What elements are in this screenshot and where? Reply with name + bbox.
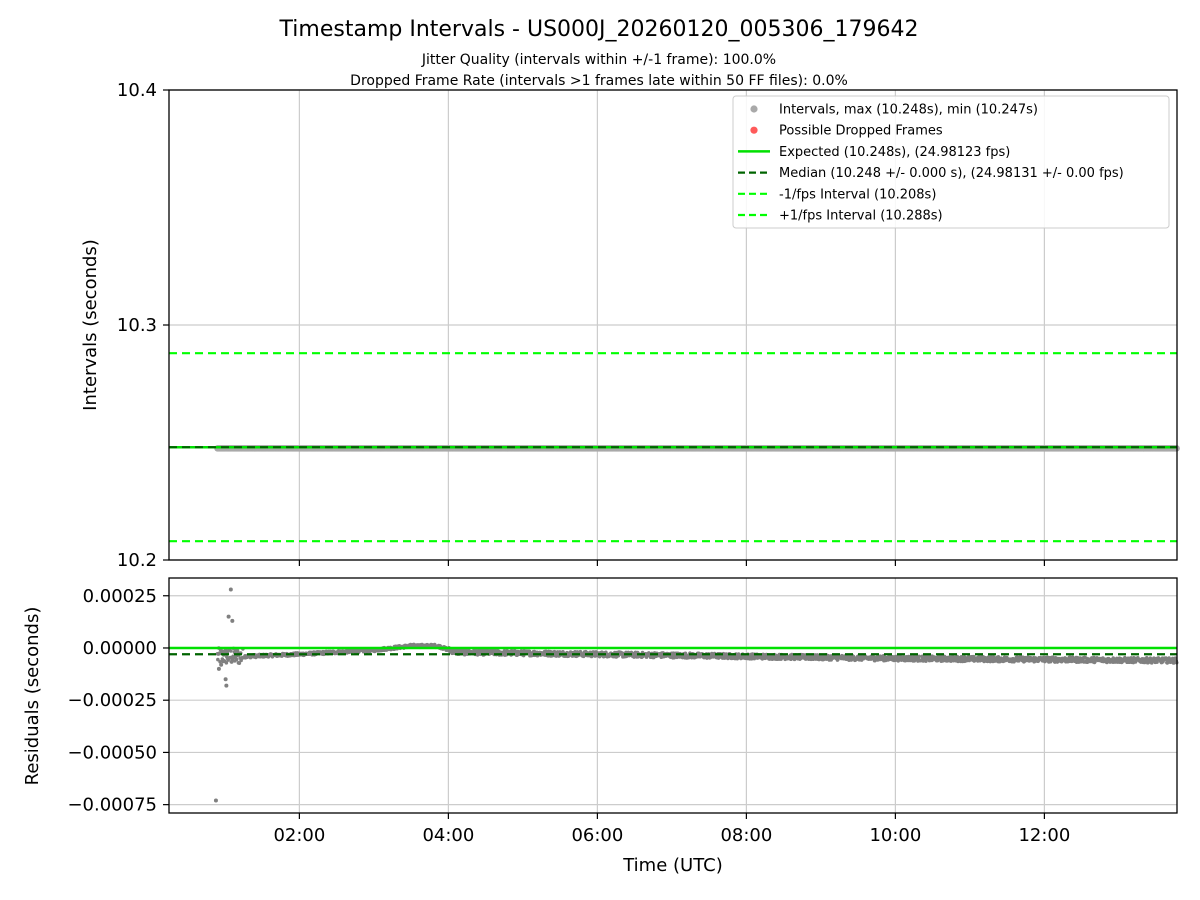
bottom-x-ticks: 02:00 04:00 06:00 08:00 10:00 12:00 (273, 813, 1070, 846)
legend-label: Possible Dropped Frames (779, 124, 943, 139)
bottom-y-ticks: 0.00025 0.00000 −0.00025 −0.00050 −0.00075 (67, 586, 169, 816)
bottom-grid (169, 578, 1177, 813)
residual-point (234, 657, 239, 662)
residual-point (237, 661, 242, 665)
top-y-tick-label: 10.2 (117, 550, 157, 571)
legend-label: -1/fps Interval (10.208s) (779, 187, 936, 202)
bottom-x-tick-label: 02:00 (273, 825, 325, 846)
residual-outlier-point (226, 614, 231, 619)
bottom-axes-frame (168, 577, 1178, 814)
residual-outlier-point (216, 666, 221, 671)
bottom-y-tick-label: 0.00000 (83, 638, 157, 659)
legend-label: +1/fps Interval (10.288s) (779, 209, 943, 224)
residual-outlier-point (228, 587, 233, 592)
top-y-axis-label: Intervals (seconds) (80, 239, 101, 411)
residual-point (229, 660, 234, 664)
legend-item: Median (10.248 +/- 0.000 s), (24.98131 +… (738, 166, 1124, 181)
chart-subtitle-dropped: Dropped Frame Rate (intervals >1 frames … (350, 73, 848, 89)
residual-point (229, 649, 233, 653)
legend-label: Median (10.248 +/- 0.000 s), (24.98131 +… (779, 166, 1124, 181)
residual-outlier-point (223, 677, 228, 682)
bottom-y-tick-label: −0.00075 (67, 795, 157, 816)
residual-outlier-point (230, 618, 235, 623)
legend-item: Expected (10.248s), (24.98123 fps) (738, 145, 1010, 160)
bottom-plot: 0.00025 0.00000 −0.00025 −0.00050 −0.00075 0… (22, 577, 1179, 876)
legend-marker-intervals (750, 105, 758, 113)
residual-point (917, 654, 922, 659)
top-y-tick-label: 10.4 (117, 80, 157, 101)
chart-title: Timestamp Intervals - US000J_20260120_00… (279, 17, 919, 42)
legend: Intervals, max (10.248s), min (10.247s) P… (732, 95, 1170, 229)
legend-label: Expected (10.248s), (24.98123 fps) (779, 145, 1010, 160)
legend-marker-dropped (750, 126, 758, 134)
legend-item: -1/fps Interval (10.208s) (738, 187, 936, 202)
residual-outlier-point (213, 798, 218, 803)
legend-item: Intervals, max (10.248s), min (10.247s) (750, 103, 1038, 118)
residual-point (216, 657, 220, 662)
legend-item: Possible Dropped Frames (750, 124, 943, 139)
bottom-x-tick-label: 10:00 (869, 825, 921, 846)
legend-item: +1/fps Interval (10.288s) (738, 209, 943, 224)
top-x-ticks (298, 560, 1045, 566)
bottom-y-tick-label: 0.00025 (83, 586, 157, 607)
residual-outlier-point (224, 683, 229, 688)
top-plot: 10.2 10.3 10.4 Intervals (seconds) Interva… (80, 80, 1180, 571)
top-y-tick-label: 10.3 (117, 315, 157, 336)
x-axis-label: Time (UTC) (622, 855, 723, 876)
bottom-y-tick-label: −0.00025 (67, 690, 157, 711)
top-y-ticks: 10.2 10.3 10.4 (117, 80, 169, 571)
residual-point (224, 661, 229, 665)
bottom-y-axis-label: Residuals (seconds) (22, 607, 43, 786)
legend-frame (732, 95, 1170, 229)
bottom-x-tick-label: 04:00 (422, 825, 474, 846)
bottom-series (169, 587, 1179, 803)
legend-label: Intervals, max (10.248s), min (10.247s) (779, 103, 1038, 118)
residual-outlier-point (219, 662, 224, 667)
bottom-x-tick-label: 06:00 (571, 825, 623, 846)
residual-points (213, 587, 1179, 803)
bottom-x-tick-label: 12:00 (1018, 825, 1070, 846)
bottom-x-tick-label: 08:00 (720, 825, 772, 846)
bottom-y-tick-label: −0.00050 (67, 742, 157, 763)
top-series (169, 352, 1180, 543)
chart-subtitle-jitter: Jitter Quality (intervals within +/-1 fr… (421, 52, 776, 68)
